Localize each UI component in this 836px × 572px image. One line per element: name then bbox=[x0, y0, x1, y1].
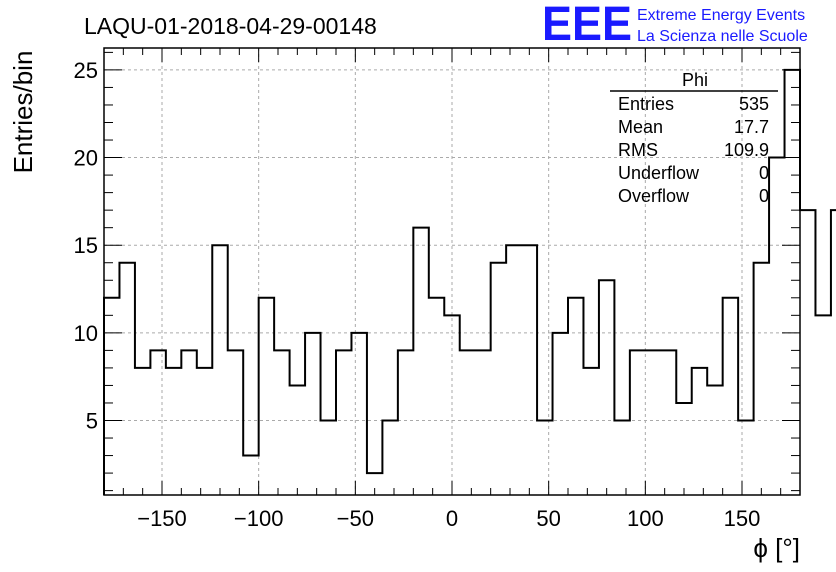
histogram-bin bbox=[228, 350, 243, 495]
y-tick-label: 25 bbox=[74, 58, 98, 83]
histogram-bin bbox=[475, 350, 490, 495]
stats-rows: Entries 535 Mean 17.7 RMS 109.9 Underflow 0 Over… bbox=[618, 94, 769, 206]
stats-row-label: RMS bbox=[618, 140, 658, 160]
histogram-bin bbox=[630, 350, 645, 495]
histogram-bin bbox=[645, 350, 660, 495]
histogram-bin bbox=[831, 210, 836, 495]
histogram-bin bbox=[321, 421, 336, 496]
stats-row-label: Overflow bbox=[618, 186, 690, 206]
histogram-bin bbox=[460, 350, 475, 495]
histogram-bin bbox=[243, 456, 258, 495]
histogram-bin bbox=[785, 70, 800, 495]
stats-row-label: Entries bbox=[618, 94, 674, 114]
histogram-bin bbox=[351, 333, 366, 495]
histogram-bin bbox=[769, 158, 784, 495]
x-tick-label: −100 bbox=[234, 506, 284, 531]
histogram-bin bbox=[522, 245, 537, 495]
logo-line-2: La Scienza nelle Scuole bbox=[637, 28, 808, 45]
y-tick-label: 15 bbox=[74, 233, 98, 258]
histogram-bin bbox=[815, 315, 830, 495]
x-tick-label: 0 bbox=[446, 506, 458, 531]
y-tick-label: 20 bbox=[74, 146, 98, 171]
x-tick-label: −50 bbox=[337, 506, 374, 531]
histogram-bin bbox=[382, 421, 397, 496]
histogram-bin bbox=[506, 245, 521, 495]
histogram-bin bbox=[413, 228, 428, 495]
stats-row-value: 0 bbox=[759, 186, 769, 206]
histogram-bin bbox=[197, 368, 212, 495]
histogram-bin bbox=[723, 298, 738, 495]
histogram-bin bbox=[568, 298, 583, 495]
stats-row-value: 17.7 bbox=[734, 117, 769, 137]
y-axis-label: Entries/bin bbox=[8, 51, 38, 174]
stats-row-value: 535 bbox=[739, 94, 769, 114]
histogram-bin bbox=[738, 421, 753, 496]
histogram-bin bbox=[429, 298, 444, 495]
histogram-bin bbox=[212, 245, 227, 495]
histogram-bin bbox=[707, 385, 722, 495]
logo-line-1: Extreme Energy Events bbox=[637, 7, 805, 24]
histogram-bin bbox=[274, 350, 289, 495]
histogram-bin bbox=[491, 263, 506, 495]
histogram-bin bbox=[150, 350, 165, 495]
histogram-bin bbox=[104, 298, 119, 495]
histogram-bin bbox=[336, 350, 351, 495]
histogram-bin bbox=[119, 263, 134, 495]
histogram-bin bbox=[444, 315, 459, 495]
eee-logo: EEE Extreme Energy Events La Scienza nel… bbox=[542, 0, 808, 51]
histogram-bin bbox=[614, 421, 629, 496]
histogram-bin bbox=[166, 368, 181, 495]
histogram-bin bbox=[800, 210, 815, 495]
x-axis-ticks: −150 −100 −50 0 50 100 150 bbox=[103, 48, 801, 531]
histogram-bin bbox=[661, 350, 676, 495]
y-axis-ticks: 5 10 15 20 25 bbox=[74, 51, 800, 492]
histogram-bin bbox=[553, 333, 568, 495]
logo-mark: EEE bbox=[542, 0, 632, 51]
chart-title: LAQU-01-2018-04-29-00148 bbox=[84, 13, 377, 39]
histogram-bin bbox=[290, 385, 305, 495]
stats-title: Phi bbox=[682, 70, 708, 90]
histogram-bin bbox=[754, 263, 769, 495]
histogram-bin bbox=[583, 368, 598, 495]
histogram-bin bbox=[259, 298, 274, 495]
histogram-bin bbox=[692, 368, 707, 495]
stats-row-value: 109.9 bbox=[724, 140, 769, 160]
stats-box: Phi Entries 535 Mean 17.7 RMS 109.9 Underflow 0… bbox=[610, 70, 778, 206]
histogram-outline bbox=[103, 68, 836, 495]
y-tick-label: 10 bbox=[74, 321, 98, 346]
histogram-bin bbox=[181, 350, 196, 495]
stats-row-label: Mean bbox=[618, 117, 663, 137]
histogram-bin bbox=[676, 403, 691, 495]
x-tick-label: 100 bbox=[627, 506, 664, 531]
histogram-bin bbox=[135, 368, 150, 495]
histogram-bin bbox=[599, 280, 614, 495]
stats-row-value: 0 bbox=[759, 163, 769, 183]
histogram-bin bbox=[398, 350, 413, 495]
histogram-bin bbox=[305, 333, 320, 495]
histogram-bins bbox=[104, 70, 836, 495]
histogram-bin bbox=[537, 421, 552, 496]
x-axis-label: ϕ [°] bbox=[753, 533, 800, 563]
stats-row-label: Underflow bbox=[618, 163, 700, 183]
x-tick-label: 50 bbox=[536, 506, 560, 531]
y-tick-label: 5 bbox=[86, 409, 98, 434]
x-tick-label: −150 bbox=[137, 506, 187, 531]
x-tick-label: 150 bbox=[724, 506, 761, 531]
